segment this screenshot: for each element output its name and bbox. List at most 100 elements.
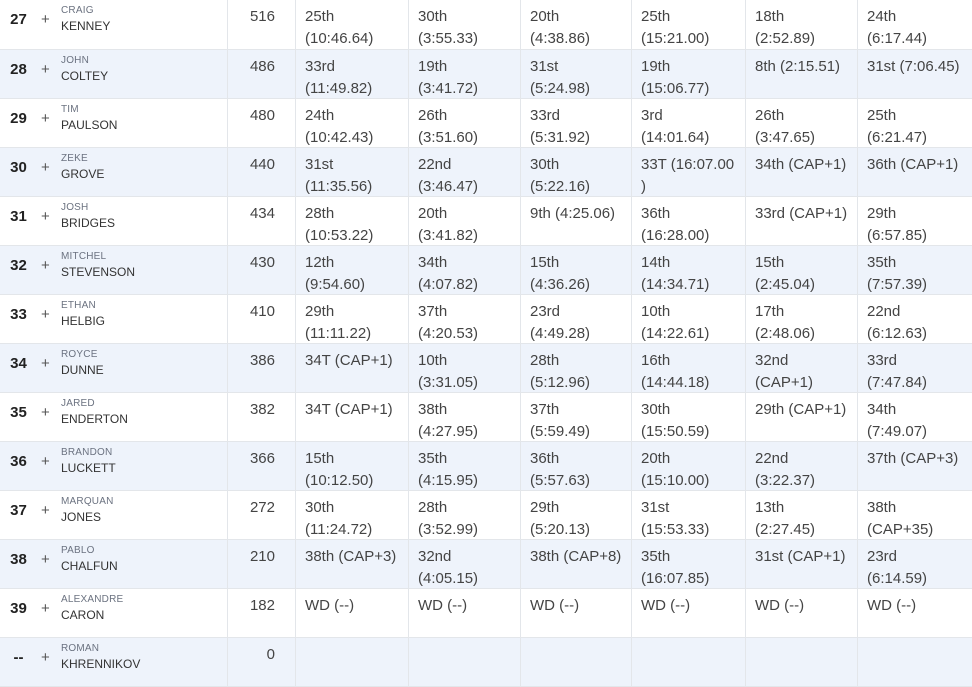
event-score: (6:17.44) bbox=[867, 30, 928, 47]
athlete-name[interactable]: MITCHEL STEVENSON bbox=[61, 246, 228, 294]
event-score: (3:47.65) bbox=[755, 129, 816, 146]
athlete-name[interactable]: TIM PAULSON bbox=[61, 99, 228, 147]
expand-icon[interactable]: + bbox=[41, 306, 50, 323]
event-result-2: 32nd (4:05.15) bbox=[409, 540, 521, 588]
athlete-name[interactable]: ROYCE DUNNE bbox=[61, 344, 228, 392]
first-name: MARQUAN bbox=[61, 496, 114, 507]
event-result-1: 12th (9:54.60) bbox=[296, 246, 409, 294]
last-name: DUNNE bbox=[61, 363, 104, 377]
event-placement: 33rd bbox=[530, 107, 561, 124]
expand-icon[interactable]: + bbox=[41, 159, 50, 176]
event-result-4: 20th (15:10.00) bbox=[632, 442, 746, 490]
expand-icon[interactable]: + bbox=[41, 355, 50, 372]
athlete-name[interactable]: JOSH BRIDGES bbox=[61, 197, 228, 245]
event-result-1: 33rd (11:49.82) bbox=[296, 50, 409, 98]
event-result-4 bbox=[632, 638, 746, 686]
athlete-row: 30 + ZEKE GROVE 440 31st (11:35.56) 22nd (3:46.4… bbox=[0, 148, 972, 197]
event-placement: 34T (CAP+1) bbox=[305, 352, 393, 369]
athlete-row: -- + ROMAN KHRENNIKOV 0 bbox=[0, 638, 972, 687]
athlete-name[interactable]: ETHAN HELBIG bbox=[61, 295, 228, 343]
expand-icon[interactable]: + bbox=[41, 502, 50, 519]
event-placement: 35th bbox=[641, 548, 671, 565]
event-score: (3:41.72) bbox=[418, 80, 479, 97]
expand-icon[interactable]: + bbox=[41, 11, 50, 28]
event-score: (4:07.82) bbox=[418, 276, 479, 293]
athlete-name[interactable]: CRAIG KENNEY bbox=[61, 0, 228, 49]
first-name: ETHAN bbox=[61, 300, 96, 311]
athlete-row: 31 + JOSH BRIDGES 434 28th (10:53.22) 20th (3:41… bbox=[0, 197, 972, 246]
event-result-5: 22nd (3:22.37) bbox=[746, 442, 858, 490]
athlete-name[interactable]: MARQUAN JONES bbox=[61, 491, 228, 539]
last-name: KHRENNIKOV bbox=[61, 657, 141, 671]
last-name: LUCKETT bbox=[61, 461, 116, 475]
first-name: PABLO bbox=[61, 545, 95, 556]
expand-icon[interactable]: + bbox=[41, 257, 50, 274]
event-score: (4:05.15) bbox=[418, 570, 479, 587]
event-placement: 32nd bbox=[418, 548, 452, 565]
event-result-4: WD (--) bbox=[632, 589, 746, 637]
event-placement: 29th (CAP+1) bbox=[755, 401, 847, 418]
athlete-row: 35 + JARED ENDERTON 382 34T (CAP+1) 38th (4:27.… bbox=[0, 393, 972, 442]
event-score: (10:42.43) bbox=[305, 129, 374, 146]
event-result-3: WD (--) bbox=[521, 589, 632, 637]
expand-icon[interactable]: + bbox=[41, 208, 50, 225]
event-placement: 33rd bbox=[867, 352, 898, 369]
event-placement: 22nd bbox=[867, 303, 901, 320]
event-placement: 24th bbox=[305, 107, 335, 124]
event-score: (15:21.00) bbox=[641, 30, 710, 47]
event-placement: 34T (CAP+1) bbox=[305, 401, 393, 418]
rank: 36 bbox=[10, 453, 27, 470]
athlete-name[interactable]: JOHN COLTEY bbox=[61, 50, 228, 98]
athlete-name[interactable]: JARED ENDERTON bbox=[61, 393, 228, 441]
event-result-1: WD (--) bbox=[296, 589, 409, 637]
rank: 38 bbox=[10, 551, 27, 568]
expand-icon[interactable]: + bbox=[41, 600, 50, 617]
event-result-3: 29th (5:20.13) bbox=[521, 491, 632, 539]
event-result-1 bbox=[296, 638, 409, 686]
event-result-5: 34th (CAP+1) bbox=[746, 148, 858, 196]
athlete-name[interactable]: ALEXANDRE CARON bbox=[61, 589, 228, 637]
athlete-name[interactable]: PABLO CHALFUN bbox=[61, 540, 228, 588]
event-placement: 16th bbox=[641, 352, 671, 369]
athlete-row: 28 + JOHN COLTEY 486 33rd (11:49.82) 19th (3:41.… bbox=[0, 50, 972, 99]
rank: 30 bbox=[10, 159, 27, 176]
event-placement: 19th bbox=[641, 58, 671, 75]
athlete-name[interactable]: ZEKE GROVE bbox=[61, 148, 228, 196]
expand-icon[interactable]: + bbox=[41, 453, 50, 470]
event-score: (2:27.45) bbox=[755, 521, 816, 538]
first-name: JOSH bbox=[61, 202, 89, 213]
event-placement: 15th bbox=[755, 254, 785, 271]
event-placement: 37th bbox=[530, 401, 560, 418]
event-score: (5:24.98) bbox=[530, 80, 591, 97]
event-placement: 29th bbox=[305, 303, 335, 320]
expand-icon[interactable]: + bbox=[41, 404, 50, 421]
event-result-5: 15th (2:45.04) bbox=[746, 246, 858, 294]
event-score: (2:45.04) bbox=[755, 276, 816, 293]
expand-icon[interactable]: + bbox=[41, 110, 50, 127]
expand-icon[interactable]: + bbox=[41, 61, 50, 78]
event-placement: WD (--) bbox=[418, 597, 468, 614]
first-name: ROYCE bbox=[61, 349, 98, 360]
event-result-3: 28th (5:12.96) bbox=[521, 344, 632, 392]
last-name: CARON bbox=[61, 608, 105, 622]
event-score: (7:57.39) bbox=[867, 276, 928, 293]
event-score: (6:14.59) bbox=[867, 570, 928, 587]
event-result-5: 17th (2:48.06) bbox=[746, 295, 858, 343]
event-result-2 bbox=[409, 638, 521, 686]
event-result-1: 24th (10:42.43) bbox=[296, 99, 409, 147]
event-score: (6:21.47) bbox=[867, 129, 928, 146]
event-placement: 25th bbox=[641, 8, 671, 25]
last-name: BRIDGES bbox=[61, 216, 116, 230]
event-result-6: 36th (CAP+1) bbox=[858, 148, 972, 196]
athlete-name[interactable]: ROMAN KHRENNIKOV bbox=[61, 638, 228, 686]
event-placement: WD (--) bbox=[867, 597, 917, 614]
rank: 33 bbox=[10, 306, 27, 323]
athlete-name[interactable]: BRANDON LUCKETT bbox=[61, 442, 228, 490]
expand-icon[interactable]: + bbox=[41, 649, 50, 666]
event-result-4: 19th (15:06.77) bbox=[632, 50, 746, 98]
expand-icon[interactable]: + bbox=[41, 551, 50, 568]
total-points: 440 bbox=[228, 148, 296, 196]
event-score: (10:12.50) bbox=[305, 472, 374, 489]
event-placement: 20th bbox=[418, 205, 448, 222]
event-placement: WD (--) bbox=[530, 597, 580, 614]
